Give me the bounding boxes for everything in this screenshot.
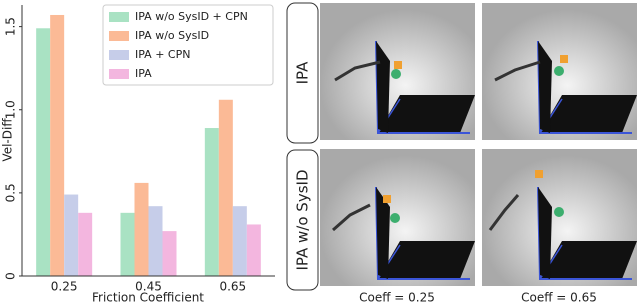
x-tick-label: 0.25 [51, 280, 78, 294]
legend-label: IPA w/o SysID + CPN [135, 10, 248, 23]
y-axis-label: Vel-Diff [1, 118, 15, 162]
bar [218, 99, 233, 276]
bar [36, 28, 51, 276]
bar [162, 231, 177, 276]
legend-label: IPA + CPN [135, 48, 190, 61]
bar [50, 14, 65, 276]
legend-swatch [109, 69, 129, 79]
bar [148, 206, 163, 276]
x-axis-label: Friction Coefficient [92, 291, 204, 305]
column-label: Coeff = 0.25 [359, 291, 435, 305]
row-label: IPA w/o SysID [294, 170, 312, 271]
legend-box [102, 4, 274, 86]
legend-swatch [109, 12, 129, 22]
bar [134, 182, 149, 276]
bar [64, 194, 79, 276]
legend-swatch [109, 50, 129, 60]
x-tick-label: 0.45 [135, 280, 162, 294]
legend: IPA w/o SysID + CPN IPA w/o SysID IPA + CP… [102, 4, 274, 86]
bar [232, 206, 247, 276]
axes [21, 5, 275, 277]
x-tick-label: 0.65 [219, 280, 246, 294]
bar [204, 128, 219, 276]
bar [246, 224, 261, 276]
row-label: IPA [294, 61, 312, 85]
legend-label: IPA [135, 67, 152, 80]
y-tick-label: 0 [4, 272, 18, 280]
legend-label: IPA w/o SysID [135, 29, 209, 42]
y-tick-label: 0.5 [4, 183, 18, 202]
bar [78, 212, 93, 276]
legend-swatch [109, 31, 129, 41]
scene-panels [286, 2, 638, 291]
y-tick-label: 1.5 [4, 17, 18, 36]
bar [120, 212, 135, 276]
y-tick-label: 1.0 [4, 100, 18, 119]
column-label: Coeff = 0.65 [521, 291, 597, 305]
